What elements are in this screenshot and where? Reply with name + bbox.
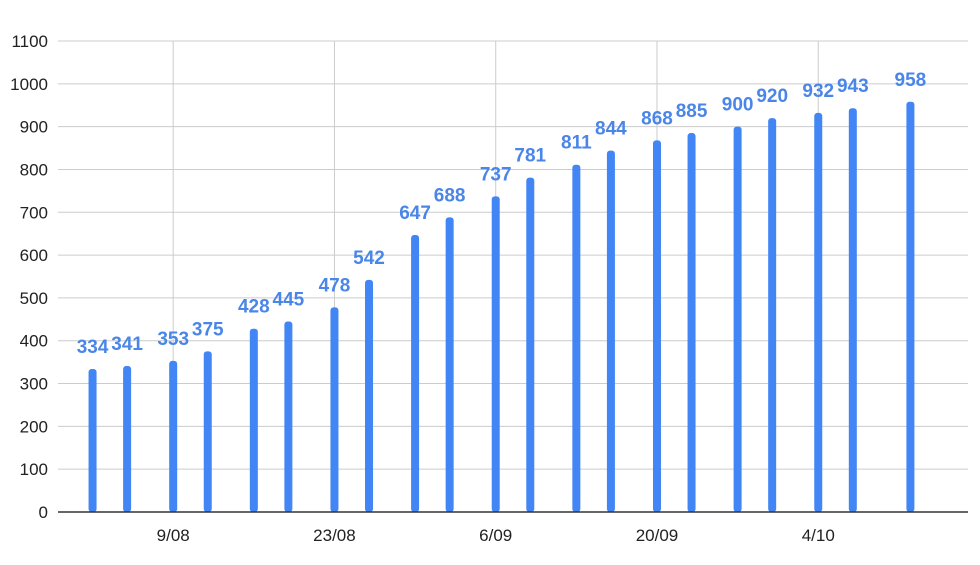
bar [123,365,132,512]
data-label: 334 [77,337,109,358]
y-tick-label: 0 [39,503,48,522]
y-tick-label: 600 [20,246,48,265]
data-label: 353 [157,329,189,350]
data-label: 943 [837,76,869,97]
y-tick-label: 200 [20,417,48,436]
data-label: 844 [595,119,627,140]
x-tick-label: 6/09 [479,526,512,545]
bar [814,112,823,513]
y-tick-label: 800 [20,160,48,179]
data-label: 428 [238,297,270,318]
bar [411,234,420,512]
bar [848,108,857,512]
data-label: 647 [399,203,431,224]
data-label: 542 [353,248,385,269]
data-label: 478 [319,275,351,296]
y-tick-label: 900 [20,118,48,137]
bar [687,133,696,513]
x-tick-label: 9/08 [157,526,190,545]
data-label: 958 [895,70,927,91]
bar [365,279,374,512]
y-tick-label: 400 [20,332,48,351]
data-label: 885 [676,101,708,122]
y-tick-label: 100 [20,460,48,479]
x-tick-label: 4/10 [802,526,835,545]
y-tick-label: 300 [20,375,48,394]
y-tick-label: 500 [20,289,48,308]
data-label: 900 [722,95,754,116]
bar [491,196,500,512]
bar [733,126,742,513]
bar [572,164,581,512]
bar [88,368,97,512]
bar [768,118,777,512]
axes: 0 100 200 300 400 500 600 700 800 900 1000 1100 9/08… [10,32,968,545]
data-label: 688 [434,185,466,206]
bar [906,101,915,512]
data-label: 781 [514,146,546,167]
data-label: 920 [756,86,788,107]
bar [652,140,661,512]
y-tick-label: 1000 [10,75,48,94]
x-tick-label: 20/09 [636,526,679,545]
x-tick-label: 23/08 [313,526,356,545]
bar [249,328,258,512]
gridlines [58,40,968,512]
y-tick-label: 700 [20,203,48,222]
bar [203,351,212,512]
bar [606,150,615,512]
data-label: 932 [802,81,834,102]
data-label: 737 [480,164,512,185]
data-label: 445 [273,289,305,310]
data-label: 811 [561,133,592,154]
bar [330,307,339,512]
y-tick-label: 1100 [11,32,48,51]
data-label: 341 [111,334,143,355]
bar [445,217,454,513]
data-label: 868 [641,108,673,129]
bar [284,321,293,512]
bar [169,360,178,512]
bars [88,101,915,513]
data-label: 375 [192,319,224,340]
bar [526,177,535,512]
